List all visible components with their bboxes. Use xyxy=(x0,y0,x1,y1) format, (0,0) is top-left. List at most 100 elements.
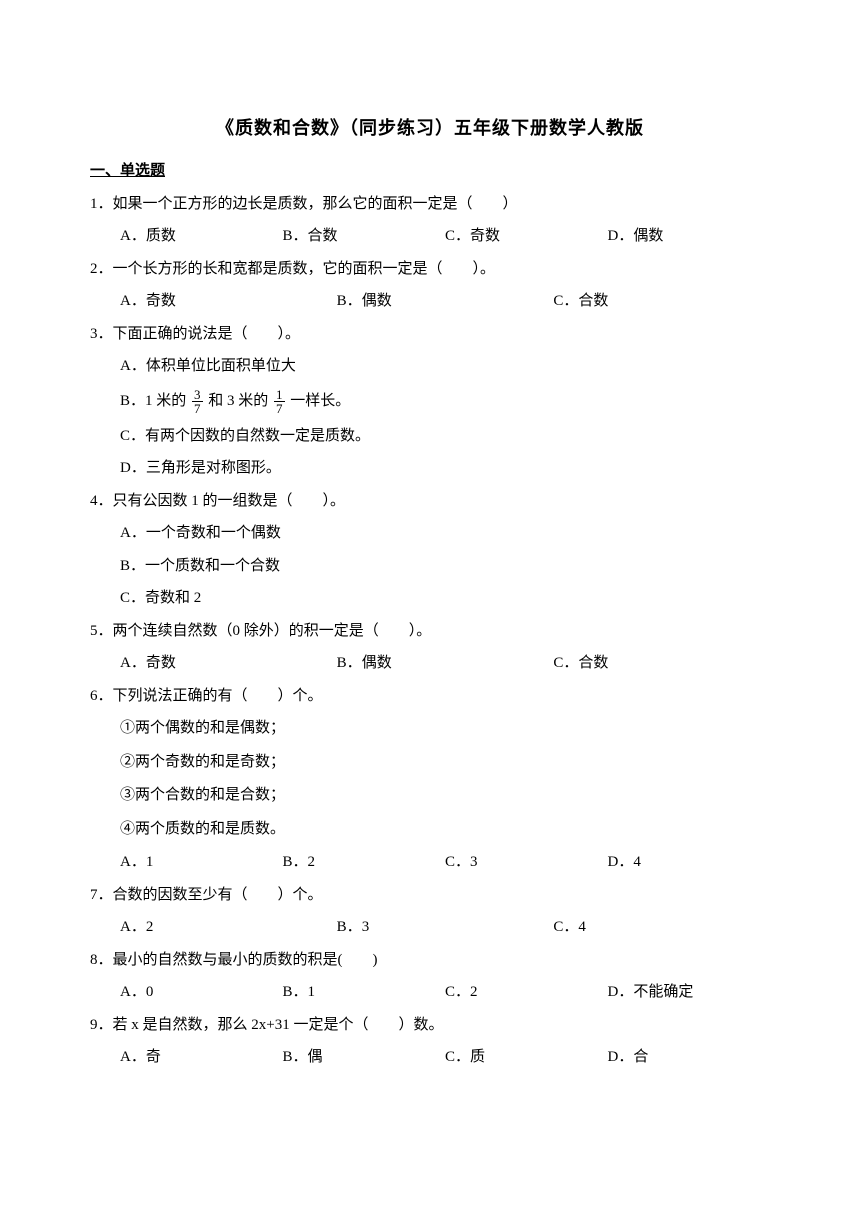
question: 8．最小的自然数与最小的质数的积是( )A．0B．1C．2D．不能确定 xyxy=(90,949,770,1004)
option-label: C． xyxy=(553,293,578,309)
option-text: 三角形是对称图形。 xyxy=(146,460,281,476)
question-stem-text: 若 x 是自然数，那么 2x+31 一定是个（ ）数。 xyxy=(113,1017,444,1033)
fraction: 37 xyxy=(192,388,203,415)
option-label: B． xyxy=(120,392,145,408)
option-text: 质数 xyxy=(146,228,176,244)
option-text: 4 xyxy=(633,854,641,870)
options-row: A．奇B．偶C．质D．合 xyxy=(90,1046,770,1069)
option-label: A． xyxy=(120,919,146,935)
option-label: C． xyxy=(445,1049,470,1065)
options-row: A．奇数B．偶数C．合数 xyxy=(90,652,770,675)
option-label: B． xyxy=(337,655,362,671)
option-text: 一个奇数和一个偶数 xyxy=(146,525,281,541)
option: C．4 xyxy=(553,916,770,939)
option: C．2 xyxy=(445,981,608,1004)
question-stem-text: 合数的因数至少有（ ）个。 xyxy=(113,887,323,903)
option: A．0 xyxy=(120,981,283,1004)
question-stem: 5．两个连续自然数（0 除外）的积一定是（ ）。 xyxy=(90,620,770,643)
option-text: 偶 xyxy=(308,1049,323,1065)
option-label: B． xyxy=(283,984,308,1000)
option: C．质 xyxy=(445,1046,608,1069)
question: 1．如果一个正方形的边长是质数，那么它的面积一定是（ ）A．质数B．合数C．奇数… xyxy=(90,193,770,248)
option: A．1 xyxy=(120,851,283,874)
sub-statement: ③两个合数的和是合数； xyxy=(120,784,770,807)
options-column: A．体积单位比面积单位大B．1 米的 37 和 3 米的 17 一样长。C．有两… xyxy=(90,355,770,480)
question-stem: 3．下面正确的说法是（ ）。 xyxy=(90,323,770,346)
option-label: C． xyxy=(445,228,470,244)
option-label: A． xyxy=(120,293,146,309)
option: C．奇数 xyxy=(445,225,608,248)
option-text: 一个质数和一个合数 xyxy=(145,558,280,574)
option-label: D． xyxy=(608,984,634,1000)
question-stem-text: 如果一个正方形的边长是质数，那么它的面积一定是（ ） xyxy=(113,196,518,212)
option: B．偶 xyxy=(283,1046,446,1069)
option-text: 合数 xyxy=(308,228,338,244)
option-text: 体积单位比面积单位大 xyxy=(146,358,296,374)
question: 6．下列说法正确的有（ ）个。①两个偶数的和是偶数；②两个奇数的和是奇数；③两个… xyxy=(90,685,770,874)
options-row: A．奇数B．偶数C．合数 xyxy=(90,290,770,313)
question-number: 5． xyxy=(90,623,113,639)
option: D．三角形是对称图形。 xyxy=(120,457,770,480)
option-label: D． xyxy=(608,854,634,870)
question-stem: 2．一个长方形的长和宽都是质数，它的面积一定是（ ）。 xyxy=(90,258,770,281)
question-stem-text: 只有公因数 1 的一组数是（ ）。 xyxy=(113,493,346,509)
option-label: C． xyxy=(553,919,578,935)
questions-list: 1．如果一个正方形的边长是质数，那么它的面积一定是（ ）A．质数B．合数C．奇数… xyxy=(90,193,770,1069)
option-text-suffix: 一样长。 xyxy=(287,392,351,408)
option-label: B． xyxy=(337,919,362,935)
question-number: 2． xyxy=(90,261,113,277)
option-text: 3 xyxy=(362,919,370,935)
option-label: D． xyxy=(608,228,634,244)
option-text: 不能确定 xyxy=(633,984,693,1000)
option-label: A． xyxy=(120,854,146,870)
option-text: 4 xyxy=(578,919,586,935)
option-text: 奇数 xyxy=(146,655,176,671)
options-row: A．0B．1C．2D．不能确定 xyxy=(90,981,770,1004)
option-text: 奇 xyxy=(146,1049,161,1065)
option: A．体积单位比面积单位大 xyxy=(120,355,770,378)
option-text: 奇数和 2 xyxy=(145,590,201,606)
option-text: 合数 xyxy=(578,655,608,671)
page-title: 《质数和合数》（同步练习）五年级下册数学人教版 xyxy=(90,115,770,142)
option: B．一个质数和一个合数 xyxy=(120,555,770,578)
option-text: 0 xyxy=(146,984,154,1000)
sub-statement: ①两个偶数的和是偶数； xyxy=(120,717,770,740)
fraction: 17 xyxy=(274,388,285,415)
option-text: 奇数 xyxy=(470,228,500,244)
option-label: B． xyxy=(120,558,145,574)
option-label: A． xyxy=(120,228,146,244)
option-text: 偶数 xyxy=(362,655,392,671)
question-number: 3． xyxy=(90,326,113,342)
sub-statement: ④两个质数的和是质数。 xyxy=(120,818,770,841)
options-row: A．2B．3 C．4 xyxy=(90,916,770,939)
option-text: 有两个因数的自然数一定是质数。 xyxy=(145,428,370,444)
option-label: B． xyxy=(283,854,308,870)
option-label: B． xyxy=(283,1049,308,1065)
option: A．2 xyxy=(120,916,337,939)
option: A．一个奇数和一个偶数 xyxy=(120,522,770,545)
option-label: C． xyxy=(445,854,470,870)
option-text: 奇数 xyxy=(146,293,176,309)
options-row: A．质数B．合数C．奇数D．偶数 xyxy=(90,225,770,248)
options-column: A．一个奇数和一个偶数B．一个质数和一个合数C．奇数和 2 xyxy=(90,522,770,610)
option-text-prefix: 1 米的 xyxy=(145,392,190,408)
option-text: 1 xyxy=(146,854,154,870)
option-text: 质 xyxy=(470,1049,485,1065)
option: D．偶数 xyxy=(608,225,771,248)
question-stem: 9．若 x 是自然数，那么 2x+31 一定是个（ ）数。 xyxy=(90,1014,770,1037)
question-number: 7． xyxy=(90,887,113,903)
option: B．合数 xyxy=(283,225,446,248)
question-stem-text: 下面正确的说法是（ ）。 xyxy=(113,326,301,342)
option-text: 合数 xyxy=(578,293,608,309)
option-label: A． xyxy=(120,1049,146,1065)
option: C．合数 xyxy=(553,290,770,313)
question-stem: 7．合数的因数至少有（ ）个。 xyxy=(90,884,770,907)
option-text-mid: 和 3 米的 xyxy=(205,392,273,408)
option-label: C． xyxy=(445,984,470,1000)
option: B．偶数 xyxy=(337,652,554,675)
option: A．质数 xyxy=(120,225,283,248)
question-number: 6． xyxy=(90,688,113,704)
question-stem-text: 下列说法正确的有（ ）个。 xyxy=(113,688,323,704)
option: A．奇数 xyxy=(120,652,337,675)
option: A．奇 xyxy=(120,1046,283,1069)
